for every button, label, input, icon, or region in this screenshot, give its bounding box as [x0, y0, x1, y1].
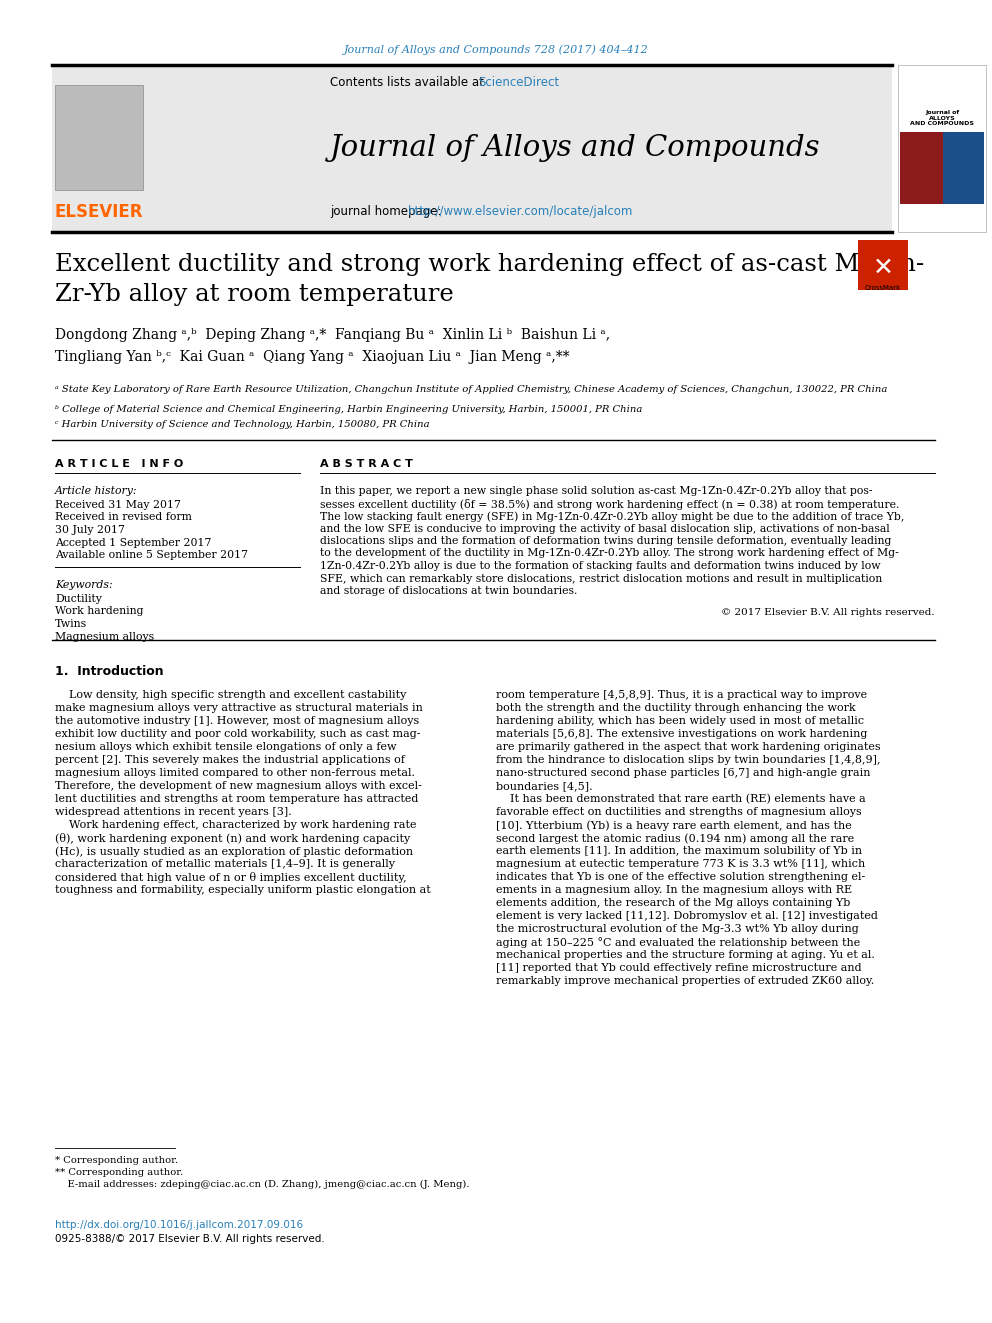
- Text: make magnesium alloys very attractive as structural materials in: make magnesium alloys very attractive as…: [55, 703, 423, 713]
- Text: percent [2]. This severely makes the industrial applications of: percent [2]. This severely makes the ind…: [55, 755, 405, 765]
- Text: ** Corresponding author.: ** Corresponding author.: [55, 1168, 184, 1177]
- Text: © 2017 Elsevier B.V. All rights reserved.: © 2017 Elsevier B.V. All rights reserved…: [721, 609, 935, 617]
- Text: and the low SFE is conducive to improving the activity of basal dislocation slip: and the low SFE is conducive to improvin…: [320, 524, 890, 533]
- Bar: [898, 65, 986, 232]
- Bar: [55, 85, 143, 191]
- Text: Work hardening: Work hardening: [55, 606, 144, 617]
- Text: Article history:: Article history:: [55, 486, 138, 496]
- Text: second largest the atomic radius (0.194 nm) among all the rare: second largest the atomic radius (0.194 …: [496, 833, 854, 844]
- Text: Excellent ductility and strong work hardening effect of as-cast Mg-Zn-: Excellent ductility and strong work hard…: [55, 254, 925, 277]
- Text: Journal of Alloys and Compounds 728 (2017) 404–412: Journal of Alloys and Compounds 728 (201…: [343, 45, 649, 56]
- Text: Dongdong Zhang ᵃ,ᵇ  Deping Zhang ᵃ,*  Fanqiang Bu ᵃ  Xinlin Li ᵇ  Baishun Li ᵃ,: Dongdong Zhang ᵃ,ᵇ Deping Zhang ᵃ,* Fanq…: [55, 328, 610, 343]
- Text: favorable effect on ductilities and strengths of magnesium alloys: favorable effect on ductilities and stre…: [496, 807, 862, 818]
- Text: ✕: ✕: [873, 255, 894, 280]
- Text: ScienceDirect: ScienceDirect: [478, 77, 559, 90]
- Text: lent ductilities and strengths at room temperature has attracted: lent ductilities and strengths at room t…: [55, 794, 419, 804]
- Text: Ductility: Ductility: [55, 594, 102, 605]
- Text: ᶜ Harbin University of Science and Technology, Harbin, 150080, PR China: ᶜ Harbin University of Science and Techn…: [55, 419, 430, 429]
- Text: boundaries [4,5].: boundaries [4,5].: [496, 781, 592, 791]
- Text: from the hindrance to dislocation slips by twin boundaries [1,4,8,9],: from the hindrance to dislocation slips …: [496, 755, 881, 765]
- Text: Twins: Twins: [55, 619, 87, 628]
- Text: http://dx.doi.org/10.1016/j.jallcom.2017.09.016: http://dx.doi.org/10.1016/j.jallcom.2017…: [55, 1220, 304, 1230]
- Text: both the strength and the ductility through enhancing the work: both the strength and the ductility thro…: [496, 703, 856, 713]
- Text: (θ), work hardening exponent (n) and work hardening capacity: (θ), work hardening exponent (n) and wor…: [55, 833, 411, 844]
- Text: Journal of
ALLOYS
AND COMPOUNDS: Journal of ALLOYS AND COMPOUNDS: [910, 110, 974, 126]
- Text: element is very lacked [11,12]. Dobromyslov et al. [12] investigated: element is very lacked [11,12]. Dobromys…: [496, 912, 878, 921]
- Text: Low density, high specific strength and excellent castability: Low density, high specific strength and …: [55, 691, 407, 700]
- Text: It has been demonstrated that rare earth (RE) elements have a: It has been demonstrated that rare earth…: [496, 794, 866, 804]
- Text: exhibit low ductility and poor cold workability, such as cast mag-: exhibit low ductility and poor cold work…: [55, 729, 421, 740]
- Text: In this paper, we report a new single phase solid solution as-cast Mg-1Zn-0.4Zr-: In this paper, we report a new single ph…: [320, 486, 873, 496]
- Text: dislocations slips and the formation of deformation twins during tensile deforma: dislocations slips and the formation of …: [320, 536, 892, 546]
- Text: ᵇ College of Material Science and Chemical Engineering, Harbin Engineering Unive: ᵇ College of Material Science and Chemic…: [55, 405, 643, 414]
- Text: The low stacking fault energy (SFE) in Mg-1Zn-0.4Zr-0.2Yb alloy might be due to : The low stacking fault energy (SFE) in M…: [320, 511, 905, 521]
- Text: CrossMark: CrossMark: [865, 284, 901, 291]
- Text: * Corresponding author.: * Corresponding author.: [55, 1156, 178, 1166]
- Text: Received in revised form: Received in revised form: [55, 512, 191, 523]
- Text: magnesium alloys limited compared to other non-ferrous metal.: magnesium alloys limited compared to oth…: [55, 767, 415, 778]
- Text: considered that high value of n or θ implies excellent ductility,: considered that high value of n or θ imp…: [55, 872, 407, 882]
- Text: earth elements [11]. In addition, the maximum solubility of Yb in: earth elements [11]. In addition, the ma…: [496, 845, 862, 856]
- Text: the automotive industry [1]. However, most of magnesium alloys: the automotive industry [1]. However, mo…: [55, 716, 420, 726]
- Text: Accepted 1 September 2017: Accepted 1 September 2017: [55, 537, 211, 548]
- Text: elements addition, the research of the Mg alloys containing Yb: elements addition, the research of the M…: [496, 898, 850, 908]
- Text: Journal of Alloys and Compounds: Journal of Alloys and Compounds: [330, 134, 820, 161]
- Text: A B S T R A C T: A B S T R A C T: [320, 459, 413, 468]
- Text: (Hc), is usually studied as an exploration of plastic deformation: (Hc), is usually studied as an explorati…: [55, 845, 413, 856]
- Text: 1Zn-0.4Zr-0.2Yb alloy is due to the formation of stacking faults and deformation: 1Zn-0.4Zr-0.2Yb alloy is due to the form…: [320, 561, 881, 572]
- Text: Tingliang Yan ᵇ,ᶜ  Kai Guan ᵃ  Qiang Yang ᵃ  Xiaojuan Liu ᵃ  Jian Meng ᵃ,**: Tingliang Yan ᵇ,ᶜ Kai Guan ᵃ Qiang Yang …: [55, 351, 569, 364]
- Text: Contents lists available at: Contents lists available at: [330, 77, 488, 90]
- Bar: [943, 132, 984, 204]
- Text: Zr-Yb alloy at room temperature: Zr-Yb alloy at room temperature: [55, 283, 453, 307]
- Text: the microstructural evolution of the Mg-3.3 wt% Yb alloy during: the microstructural evolution of the Mg-…: [496, 923, 859, 934]
- Text: SFE, which can remarkably store dislocations, restrict dislocation motions and r: SFE, which can remarkably store dislocat…: [320, 573, 882, 583]
- Text: magnesium at eutectic temperature 773 K is 3.3 wt% [11], which: magnesium at eutectic temperature 773 K …: [496, 859, 865, 869]
- Text: 30 July 2017: 30 July 2017: [55, 525, 125, 534]
- Text: room temperature [4,5,8,9]. Thus, it is a practical way to improve: room temperature [4,5,8,9]. Thus, it is …: [496, 691, 867, 700]
- Text: widespread attentions in recent years [3].: widespread attentions in recent years [3…: [55, 807, 292, 818]
- Bar: [858, 239, 908, 290]
- Text: aging at 150–225 °C and evaluated the relationship between the: aging at 150–225 °C and evaluated the re…: [496, 937, 860, 947]
- Text: [10]. Ytterbium (Yb) is a heavy rare earth element, and has the: [10]. Ytterbium (Yb) is a heavy rare ear…: [496, 820, 852, 831]
- Text: characterization of metallic materials [1,4–9]. It is generally: characterization of metallic materials […: [55, 859, 395, 869]
- Text: Available online 5 September 2017: Available online 5 September 2017: [55, 550, 248, 560]
- Text: ements in a magnesium alloy. In the magnesium alloys with RE: ements in a magnesium alloy. In the magn…: [496, 885, 852, 894]
- Text: A R T I C L E   I N F O: A R T I C L E I N F O: [55, 459, 184, 468]
- Text: ᵃ State Key Laboratory of Rare Earth Resource Utilization, Changchun Institute o: ᵃ State Key Laboratory of Rare Earth Res…: [55, 385, 888, 394]
- Text: ELSEVIER: ELSEVIER: [55, 202, 143, 221]
- Text: to the development of the ductility in Mg-1Zn-0.4Zr-0.2Yb alloy. The strong work: to the development of the ductility in M…: [320, 549, 899, 558]
- Text: materials [5,6,8]. The extensive investigations on work hardening: materials [5,6,8]. The extensive investi…: [496, 729, 867, 740]
- Text: and storage of dislocations at twin boundaries.: and storage of dislocations at twin boun…: [320, 586, 577, 595]
- Text: E-mail addresses: zdeping@ciac.ac.cn (D. Zhang), jmeng@ciac.ac.cn (J. Meng).: E-mail addresses: zdeping@ciac.ac.cn (D.…: [55, 1180, 469, 1189]
- Text: 1.  Introduction: 1. Introduction: [55, 665, 164, 677]
- Text: Received 31 May 2017: Received 31 May 2017: [55, 500, 181, 509]
- Text: sesses excellent ductility (δf = 38.5%) and strong work hardening effect (n = 0.: sesses excellent ductility (δf = 38.5%) …: [320, 499, 900, 509]
- Bar: [900, 132, 943, 204]
- Text: Therefore, the development of new magnesium alloys with excel-: Therefore, the development of new magnes…: [55, 781, 422, 791]
- Text: Work hardening effect, characterized by work hardening rate: Work hardening effect, characterized by …: [55, 820, 417, 830]
- Text: Keywords:: Keywords:: [55, 579, 113, 590]
- Text: indicates that Yb is one of the effective solution strengthening el-: indicates that Yb is one of the effectiv…: [496, 872, 865, 882]
- Text: nano-structured second phase particles [6,7] and high-angle grain: nano-structured second phase particles […: [496, 767, 871, 778]
- Text: nesium alloys which exhibit tensile elongations of only a few: nesium alloys which exhibit tensile elon…: [55, 742, 397, 751]
- Text: remarkably improve mechanical properties of extruded ZK60 alloy.: remarkably improve mechanical properties…: [496, 976, 874, 986]
- Text: mechanical properties and the structure forming at aging. Yu et al.: mechanical properties and the structure …: [496, 950, 875, 960]
- Text: http://www.elsevier.com/locate/jalcom: http://www.elsevier.com/locate/jalcom: [408, 205, 633, 218]
- Text: are primarily gathered in the aspect that work hardening originates: are primarily gathered in the aspect tha…: [496, 742, 881, 751]
- Bar: [52, 65, 892, 232]
- Text: journal homepage:: journal homepage:: [330, 205, 445, 218]
- Text: [11] reported that Yb could effectively refine microstructure and: [11] reported that Yb could effectively …: [496, 963, 862, 972]
- Text: toughness and formability, especially uniform plastic elongation at: toughness and formability, especially un…: [55, 885, 431, 894]
- Text: hardening ability, which has been widely used in most of metallic: hardening ability, which has been widely…: [496, 716, 864, 726]
- Text: 0925-8388/© 2017 Elsevier B.V. All rights reserved.: 0925-8388/© 2017 Elsevier B.V. All right…: [55, 1234, 324, 1244]
- Text: Magnesium alloys: Magnesium alloys: [55, 631, 154, 642]
